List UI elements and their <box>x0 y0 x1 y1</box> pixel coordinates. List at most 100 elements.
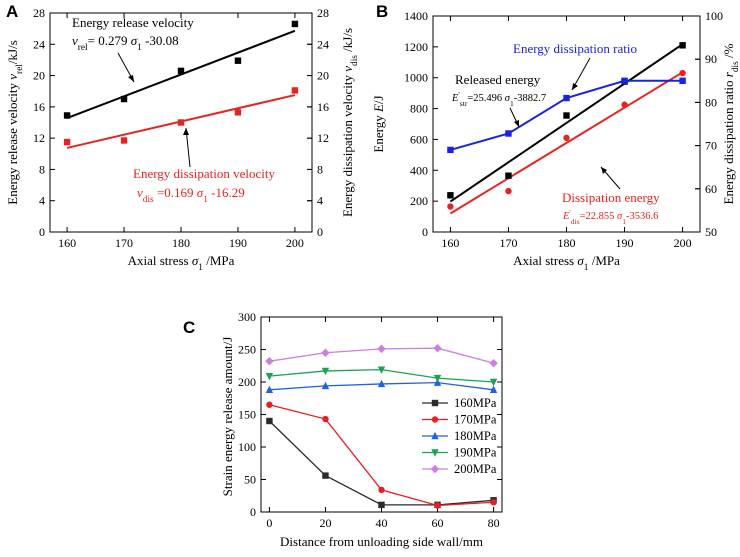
annotation-release: Energy release velocity <box>72 15 194 30</box>
x-tick-label: 180 <box>172 236 190 250</box>
series-point <box>321 367 330 376</box>
x-tick-label: 170 <box>115 236 133 250</box>
point-released <box>505 172 512 179</box>
y2-tick-label: 4 <box>317 194 323 208</box>
panel-b: 160 170 180 190 200 0 200 400 600 800 1000 1200 1400… <box>371 2 740 273</box>
series-point <box>489 378 498 387</box>
legend-marker <box>430 464 440 474</box>
legend-label: 170MPa <box>454 413 497 427</box>
y2-tick-label: 12 <box>317 131 329 145</box>
y-tick-label: 1200 <box>404 40 428 54</box>
equation-dissipation: vdis =0.169 σ1 -16.29 <box>137 185 245 205</box>
legend-marker <box>431 449 439 457</box>
y-tick-label: 200 <box>238 375 256 389</box>
series-point <box>434 502 441 509</box>
x-tick-label: 190 <box>616 236 634 250</box>
legend-label: 200MPa <box>454 462 497 476</box>
x-axis-title: Distance from unloading side wall/mm <box>280 534 483 549</box>
y-tick-label: 250 <box>238 343 256 357</box>
x-tick-label: 80 <box>488 516 500 530</box>
series-point <box>377 366 386 374</box>
y2-tick-label: 100 <box>705 9 723 23</box>
y2-tick-label: 16 <box>317 100 329 114</box>
y-tick-label: 1400 <box>404 9 428 23</box>
point-release <box>234 57 242 64</box>
y2-tick-label: 24 <box>317 37 329 51</box>
x-tick-label: 200 <box>674 236 692 250</box>
point-ratio <box>621 77 628 84</box>
series-point <box>266 417 273 425</box>
y-tick-label: 8 <box>39 162 45 176</box>
y2-tick-label: 50 <box>705 225 717 239</box>
series-point <box>265 372 274 381</box>
series-point <box>378 486 385 494</box>
y-tick-label: 16 <box>33 100 45 114</box>
y-tick-label: 400 <box>410 163 428 177</box>
y-tick-label: 200 <box>410 194 428 208</box>
point-dissipation <box>120 137 128 144</box>
point-dissipation <box>63 138 71 146</box>
x-tick-label: 0 <box>266 516 272 530</box>
panel-c: 0 20 40 60 80 0 50 100 150 200 250 300 C Distance fro… <box>183 310 503 549</box>
panel-letter: C <box>183 318 195 337</box>
fit-line-dissipation <box>449 71 684 215</box>
series-point <box>433 374 442 383</box>
y-axis-title: Energy E/J <box>371 95 386 152</box>
series-point <box>322 415 329 423</box>
y-axis-title: Energy release velocity vrel/kJ/s <box>5 40 25 205</box>
equation-released: E'str=25.496 σ1-3882.7 <box>451 90 546 108</box>
panel-letter: B <box>376 2 388 21</box>
legend-marker <box>431 416 439 423</box>
y-axis-title: Strain energy release amount/J <box>220 337 235 497</box>
y-tick-label: 600 <box>410 132 428 146</box>
series-point <box>489 385 498 393</box>
legend-label: 180MPa <box>454 429 497 443</box>
point-released <box>679 42 686 49</box>
y2-tick-label: 90 <box>705 52 717 66</box>
x-tick-label: 60 <box>432 516 444 530</box>
point-dissipation <box>505 187 512 195</box>
y2-tick-label: 20 <box>317 69 329 83</box>
series-point <box>266 401 273 408</box>
series-point <box>377 344 386 354</box>
fit-line-release <box>66 29 296 120</box>
annotation-dissipation: Energy dissipation velocity <box>133 166 276 181</box>
y-tick-label: 50 <box>244 473 256 487</box>
legend-label: 190MPa <box>454 446 497 460</box>
arrowhead-released <box>514 120 519 127</box>
series-point <box>321 381 330 390</box>
x-tick-label: 160 <box>441 236 459 250</box>
series-point <box>433 344 442 353</box>
series-point <box>377 379 386 388</box>
panel-a: 160 170 180 190 200 0 4 8 12 16 20 24 28 0 4 8 12 16 20 24 2… <box>5 2 360 273</box>
y-tick-label: 0 <box>250 505 256 519</box>
y-tick-label: 0 <box>39 225 45 239</box>
point-release <box>63 112 71 119</box>
arrowhead-dissipation <box>601 167 607 174</box>
y2-tick-label: 80 <box>705 95 717 109</box>
annotation-dissipation: Dissipation energy <box>562 190 660 205</box>
y-tick-label: 4 <box>39 194 45 208</box>
y2-tick-label: 70 <box>705 139 717 153</box>
legend-label: 160MPa <box>454 396 497 410</box>
equation-release: vrel= 0.279 σ1 -30.08 <box>72 33 179 53</box>
point-dissipation <box>447 203 454 210</box>
point-dissipation <box>563 134 570 142</box>
x-tick-label: 20 <box>319 516 331 530</box>
x-tick-label: 200 <box>286 236 304 250</box>
series-point <box>321 348 330 357</box>
point-ratio <box>447 146 454 154</box>
y2-axis-title: Energy dissipation ratio rdis /% <box>721 43 740 204</box>
y-tick-label: 300 <box>238 310 256 324</box>
point-ratio <box>563 94 570 102</box>
x-axis-title: Axial stress σ1 /MPa <box>128 253 235 273</box>
series-point <box>265 385 274 393</box>
series-point <box>490 499 497 506</box>
y2-tick-label: 0 <box>317 225 323 239</box>
y2-tick-label: 60 <box>705 182 717 196</box>
y-tick-label: 28 <box>33 6 45 20</box>
point-dissipation <box>177 119 185 126</box>
point-dissipation <box>291 87 299 94</box>
point-ratio <box>505 130 512 137</box>
